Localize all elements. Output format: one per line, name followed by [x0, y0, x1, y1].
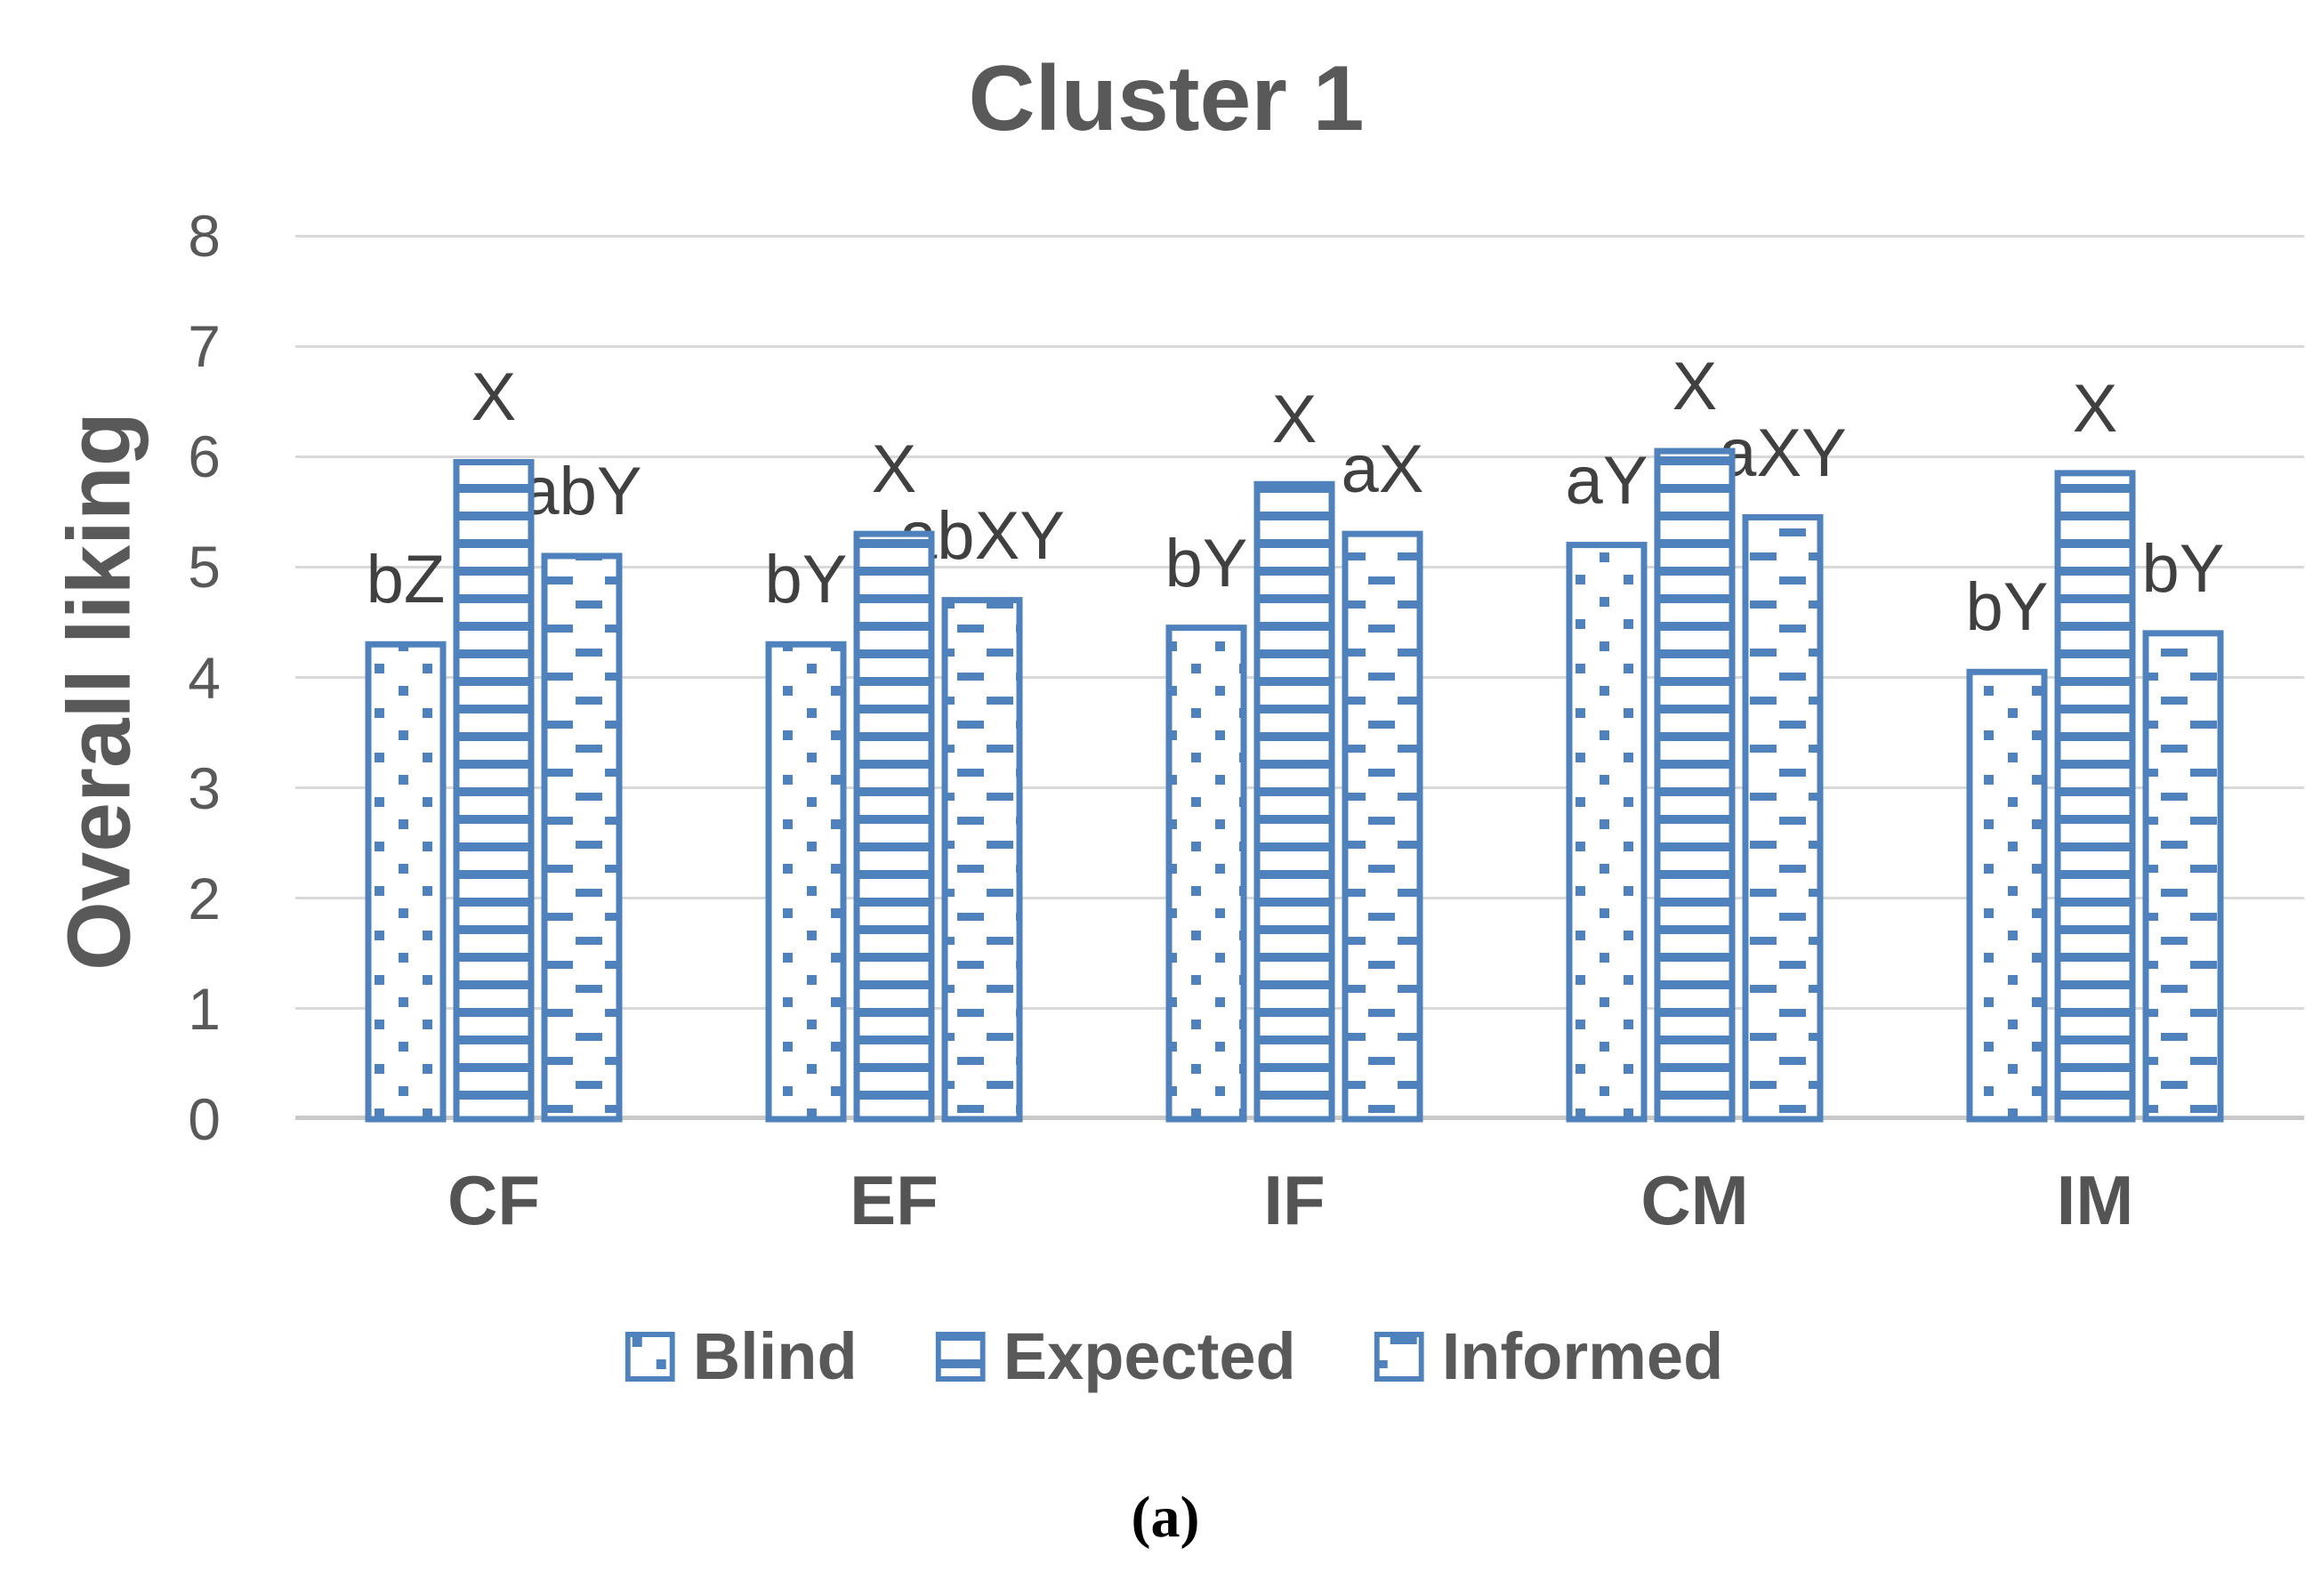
- significance-annotation: bY: [764, 542, 848, 618]
- legend-label: Expected: [1003, 1319, 1296, 1393]
- bar-expected-IF: [1253, 480, 1335, 1123]
- bar-informed-IM: [2142, 630, 2224, 1123]
- bar-blind-CF: [365, 641, 447, 1123]
- y-tick-label: 3: [188, 754, 221, 821]
- bar-blind-CM: [1566, 542, 1648, 1123]
- x-category-label: IF: [1263, 1161, 1326, 1239]
- legend-label: Blind: [692, 1319, 858, 1393]
- significance-annotation: bY: [1165, 525, 1248, 601]
- significance-annotation: X: [2072, 370, 2118, 447]
- legend-swatch-dots-icon: [625, 1332, 675, 1382]
- gridline: [295, 234, 2304, 238]
- significance-annotation: aX: [1341, 431, 1424, 508]
- significance-annotation: X: [1672, 349, 1718, 425]
- significance-annotation: X: [871, 431, 917, 508]
- x-category-label: EF: [850, 1161, 939, 1239]
- bar-informed-CF: [541, 552, 623, 1123]
- y-tick-label: 5: [188, 534, 221, 601]
- chart-title: Cluster 1: [968, 47, 1365, 150]
- significance-annotation: X: [1271, 382, 1318, 458]
- x-category-label: CM: [1640, 1161, 1749, 1239]
- y-tick-label: 1: [188, 975, 221, 1042]
- significance-annotation: bY: [1965, 569, 2049, 646]
- significance-annotation: X: [471, 359, 517, 436]
- significance-annotation: bZ: [366, 542, 446, 618]
- bar-blind-IF: [1165, 625, 1247, 1123]
- y-tick-label: 6: [188, 423, 221, 490]
- bar-expected-CF: [453, 458, 535, 1123]
- x-category-label: IM: [2056, 1161, 2134, 1239]
- y-tick-label: 4: [188, 644, 221, 711]
- legend-swatch-hlines-icon: [935, 1332, 986, 1382]
- significance-annotation: aY: [1565, 442, 1648, 519]
- bar-informed-EF: [941, 597, 1023, 1123]
- significance-annotation: aXY: [1719, 415, 1847, 491]
- legend-item-expected: Expected: [935, 1319, 1296, 1393]
- figure-caption: (a): [1131, 1485, 1200, 1550]
- gridline: [295, 455, 2304, 458]
- legend-item-blind: Blind: [625, 1324, 858, 1390]
- y-tick-label: 7: [188, 313, 221, 380]
- bar-informed-CM: [1742, 514, 1824, 1123]
- bar-expected-IM: [2054, 470, 2136, 1123]
- bar-expected-EF: [853, 530, 935, 1123]
- significance-annotation: abY: [521, 453, 642, 529]
- bar-informed-IF: [1342, 530, 1423, 1123]
- bar-blind-EF: [765, 641, 847, 1123]
- legend-item-informed: Informed: [1374, 1319, 1724, 1393]
- y-tick-label: 0: [188, 1086, 221, 1152]
- legend: Blind Expected Informed: [625, 1319, 1724, 1393]
- x-category-label: CF: [447, 1161, 540, 1239]
- gridline: [295, 344, 2304, 348]
- legend-swatch-dashes-icon: [1374, 1332, 1424, 1382]
- significance-annotation: bY: [2141, 530, 2225, 607]
- legend-label: Informed: [1441, 1319, 1724, 1393]
- bar-expected-CM: [1654, 447, 1736, 1123]
- y-tick-label: 2: [188, 865, 221, 931]
- y-tick-label: 8: [188, 203, 221, 269]
- bar-blind-IM: [1966, 668, 2048, 1123]
- bars-canvas: [365, 447, 2224, 1123]
